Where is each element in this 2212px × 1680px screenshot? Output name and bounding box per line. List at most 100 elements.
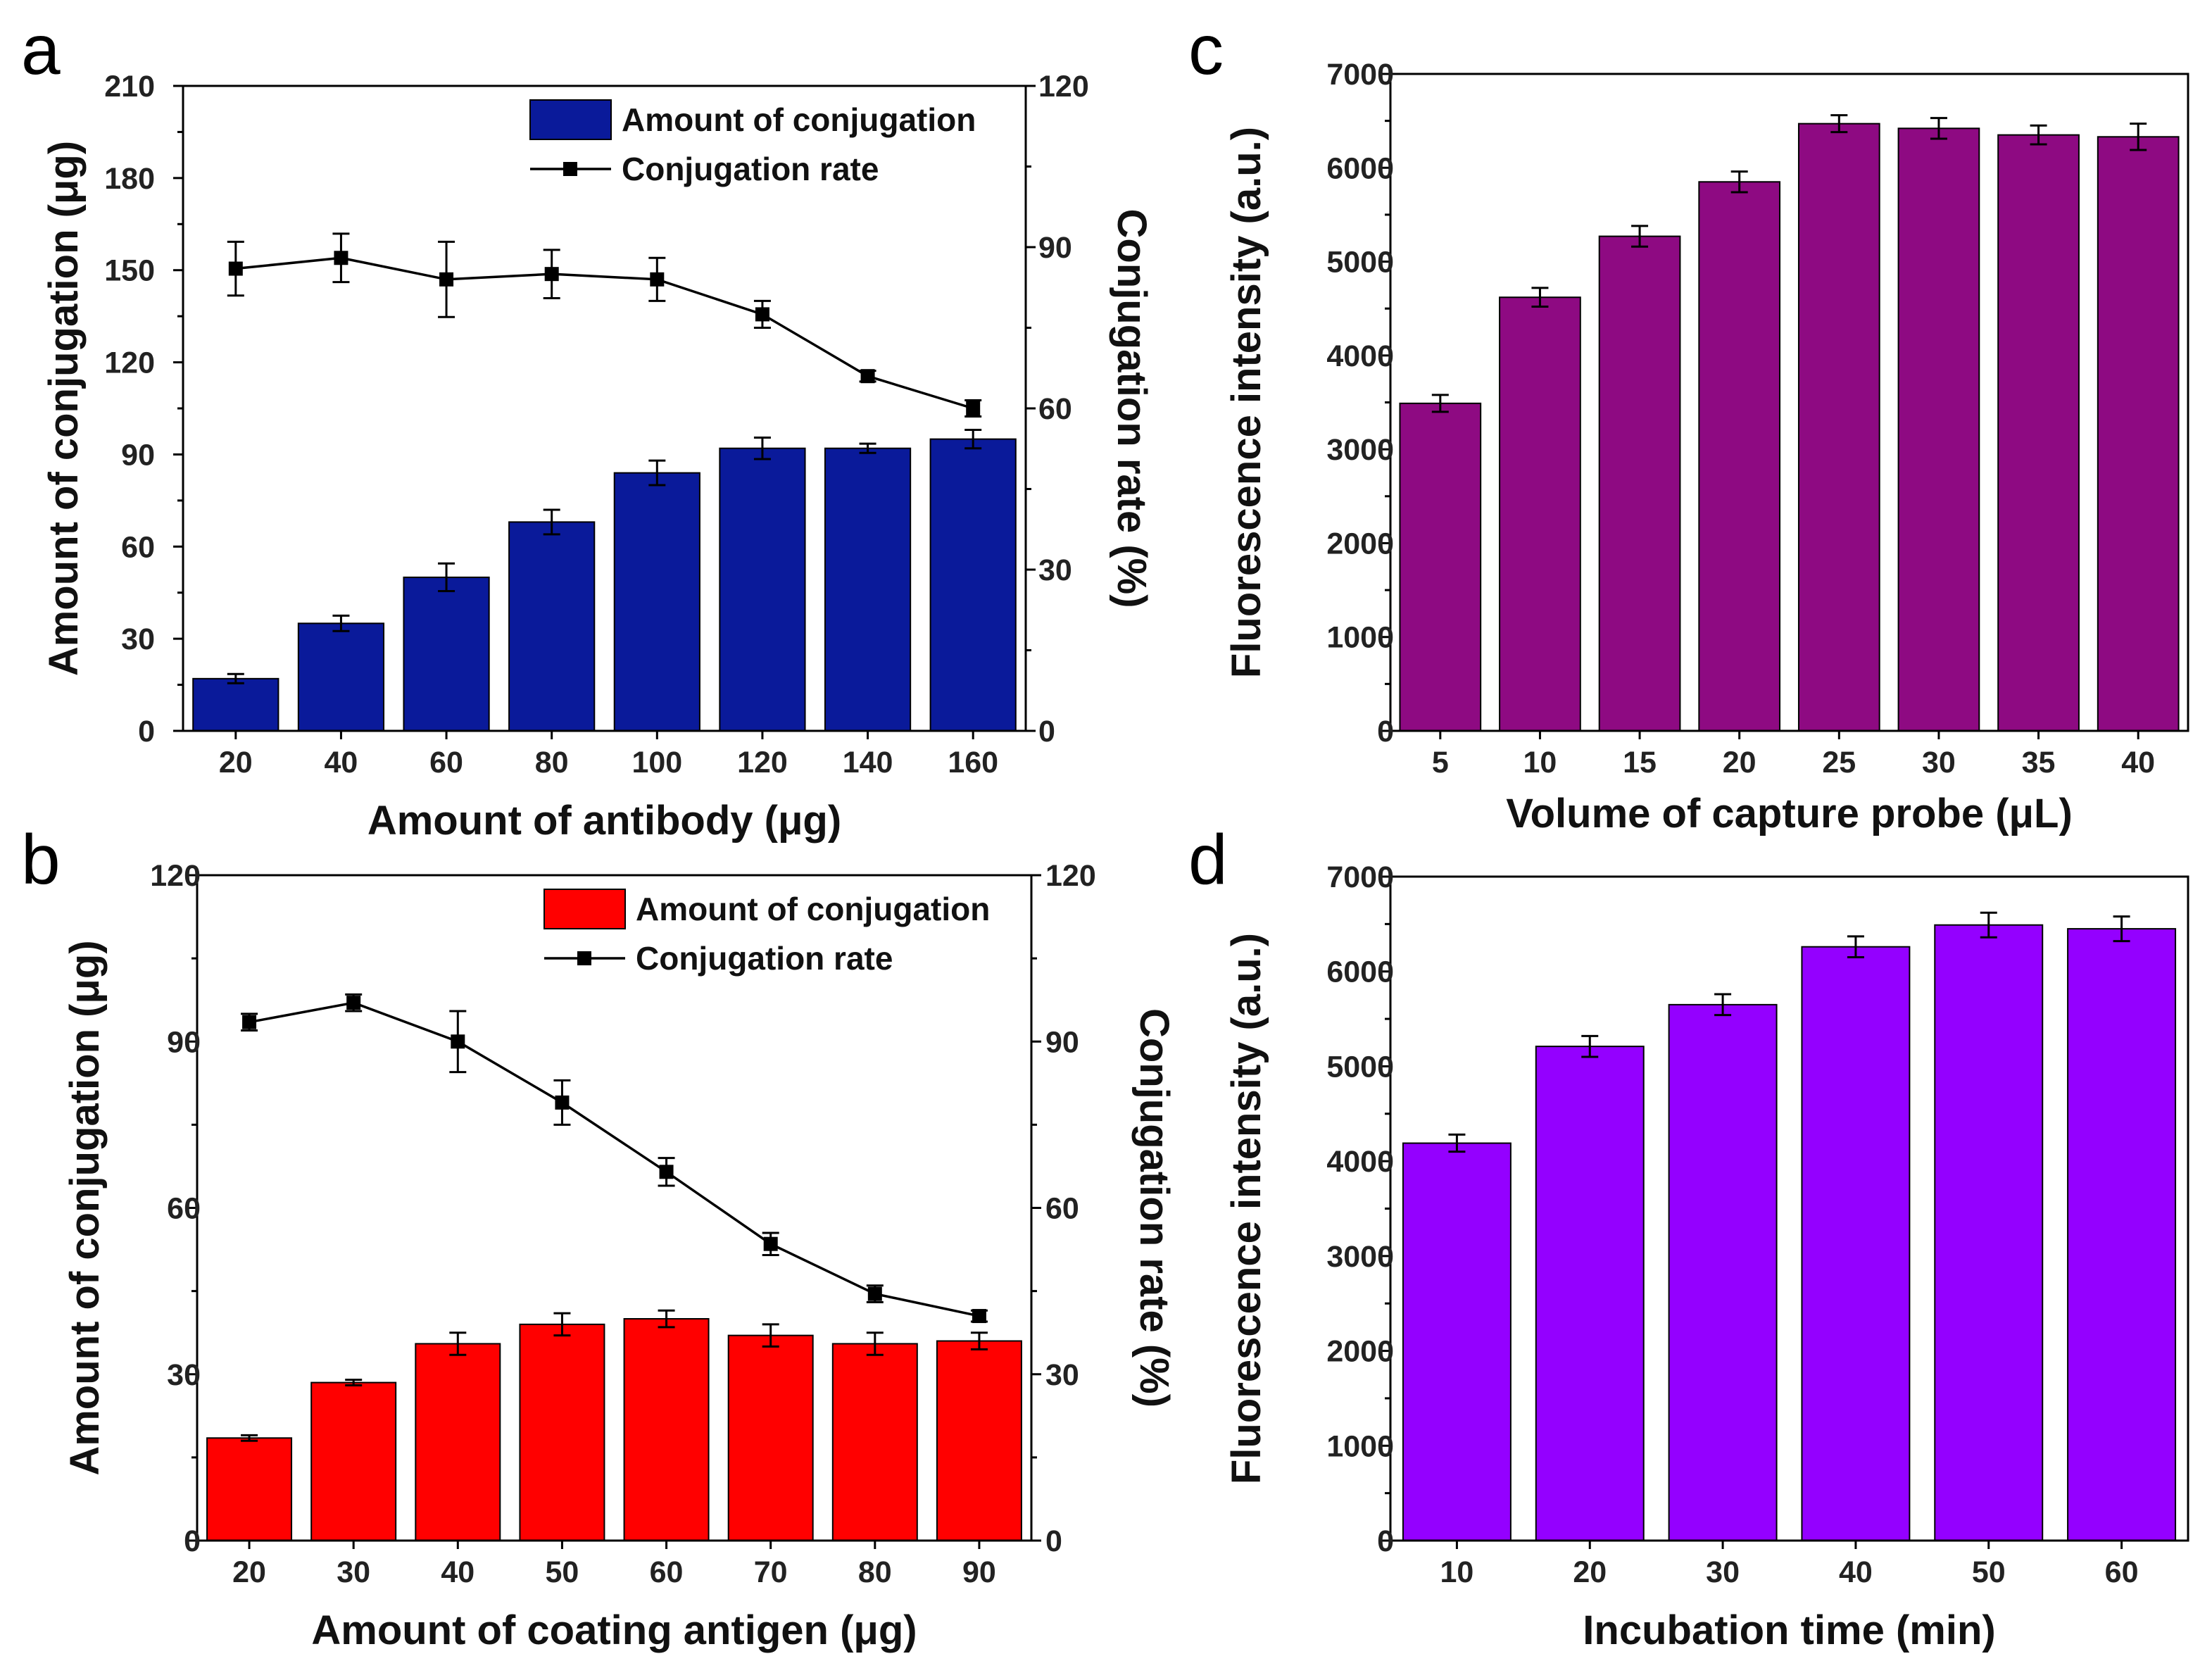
- bar-error-bar: [1714, 993, 1732, 1017]
- bar-error-bar: [241, 1434, 258, 1442]
- bar: [1499, 296, 1581, 732]
- y-tick-label: 4000: [1326, 339, 1394, 373]
- rate-point: [228, 261, 243, 276]
- bar-error-bar: [1631, 225, 1649, 248]
- y-tick-label: 1000: [1326, 621, 1394, 655]
- bar: [1598, 235, 1681, 732]
- bar-error-bar: [762, 1323, 779, 1348]
- legend-swatch-bar: [529, 99, 612, 140]
- bar-error-bar: [332, 614, 350, 632]
- panel-letter: d: [1188, 820, 1228, 899]
- bar-error-bar: [449, 1331, 467, 1356]
- rate-point: [755, 307, 769, 322]
- rate-point: [659, 1165, 674, 1179]
- legend-label: Amount of conjugation: [622, 101, 976, 138]
- y2-tick-label: 0: [1038, 715, 1055, 748]
- bar-error-bar: [438, 562, 455, 593]
- bar: [1402, 1142, 1512, 1541]
- bar-error-bar: [2130, 123, 2147, 151]
- bar-error-bar: [964, 429, 982, 450]
- y-tick-label: 120: [150, 859, 201, 893]
- rate-point: [867, 1286, 882, 1301]
- bar: [719, 447, 806, 732]
- rate-point: [451, 1034, 465, 1049]
- x-tick-label: 80: [858, 1555, 892, 1589]
- x-tick-label: 20: [232, 1555, 266, 1589]
- bar-error-bar: [345, 1379, 363, 1386]
- legend-swatch-point: [563, 162, 577, 176]
- bar: [936, 1340, 1022, 1541]
- bar: [519, 1323, 605, 1541]
- bar-error-bar: [1581, 1034, 1599, 1058]
- bar: [508, 521, 596, 732]
- y-tick-label: 5000: [1326, 246, 1394, 280]
- y2-axis-title: Conjugation rate (%): [1109, 208, 1155, 608]
- bar-error-bar: [553, 1312, 571, 1337]
- y-tick-label: 3000: [1326, 433, 1394, 467]
- x-tick-label: 120: [737, 746, 788, 779]
- bar: [206, 1437, 293, 1541]
- y2-axis-title: Conjugation rate (%): [1131, 1008, 1177, 1408]
- bar-error-bar: [658, 1309, 675, 1329]
- y-tick-label: 5000: [1326, 1050, 1394, 1084]
- bar-error-bar: [1431, 394, 1449, 413]
- x-tick-label: 40: [1839, 1555, 1873, 1589]
- panel-letter: c: [1188, 11, 1224, 89]
- bar-error-bar: [543, 508, 560, 536]
- x-axis-title: Amount of coating antigen (μg): [311, 1607, 917, 1653]
- bar-error-bar: [859, 442, 876, 454]
- y-tick-label: 1000: [1326, 1429, 1394, 1463]
- bar: [2067, 928, 2177, 1542]
- x-tick-label: 30: [1706, 1555, 1740, 1589]
- rate-point: [242, 1015, 257, 1029]
- bar: [1535, 1046, 1645, 1541]
- y-tick-label: 6000: [1326, 151, 1394, 185]
- bar-error-bar: [970, 1331, 988, 1350]
- y-axis-title: Amount of conjugation (μg): [41, 141, 87, 676]
- y-tick-label: 0: [1377, 715, 1394, 748]
- y-tick-label: 60: [121, 530, 155, 564]
- y-tick-label: 2000: [1326, 527, 1394, 560]
- x-tick-label: 40: [325, 746, 358, 779]
- y-tick-label: 0: [138, 715, 155, 748]
- legend-swatch-bar: [543, 889, 626, 929]
- rate-point: [650, 272, 665, 287]
- bar: [929, 438, 1017, 732]
- x-tick-label: 100: [631, 746, 682, 779]
- x-tick-label: 40: [441, 1555, 475, 1589]
- y-tick-label: 90: [167, 1025, 201, 1059]
- bar-error-bar: [648, 459, 666, 487]
- y-tick-label: 2000: [1326, 1335, 1394, 1369]
- y2-tick-label: 120: [1045, 859, 1096, 893]
- x-tick-label: 30: [1922, 746, 1956, 779]
- x-tick-label: 80: [535, 746, 569, 779]
- y2-tick-label: 0: [1045, 1524, 1062, 1558]
- rate-line: [249, 1001, 980, 1317]
- rate-point: [763, 1236, 778, 1251]
- bar-error-bar: [1830, 114, 1848, 134]
- bar-error-bar: [1730, 170, 1748, 194]
- bar: [192, 677, 279, 732]
- y-tick-label: 30: [121, 622, 155, 656]
- x-tick-label: 50: [546, 1555, 579, 1589]
- y-tick-label: 0: [1377, 1524, 1394, 1558]
- x-tick-label: 20: [1573, 1555, 1607, 1589]
- panel-d-chart: d 0 1000 2000 3000 4000 5000 6000 7000 10 20 30 40 50…: [1188, 820, 2189, 1653]
- y-axis-title: Amount of conjugation (μg): [62, 940, 108, 1475]
- x-tick-label: 25: [1822, 746, 1856, 779]
- bar-error-bar: [1847, 935, 1864, 959]
- x-tick-label: 20: [219, 746, 253, 779]
- bar: [613, 472, 700, 732]
- legend-swatch-point: [577, 951, 591, 965]
- bar: [310, 1381, 397, 1541]
- x-axis-title: Amount of antibody (μg): [367, 798, 841, 844]
- x-tick-label: 50: [1972, 1555, 2006, 1589]
- bar: [415, 1343, 501, 1541]
- rate-point: [544, 267, 559, 282]
- bar: [1668, 1003, 1778, 1541]
- x-tick-label: 60: [429, 746, 463, 779]
- bar-error-bar: [866, 1331, 884, 1356]
- y-tick-label: 0: [184, 1524, 201, 1558]
- rate-point: [439, 272, 454, 287]
- x-tick-label: 35: [2022, 746, 2056, 779]
